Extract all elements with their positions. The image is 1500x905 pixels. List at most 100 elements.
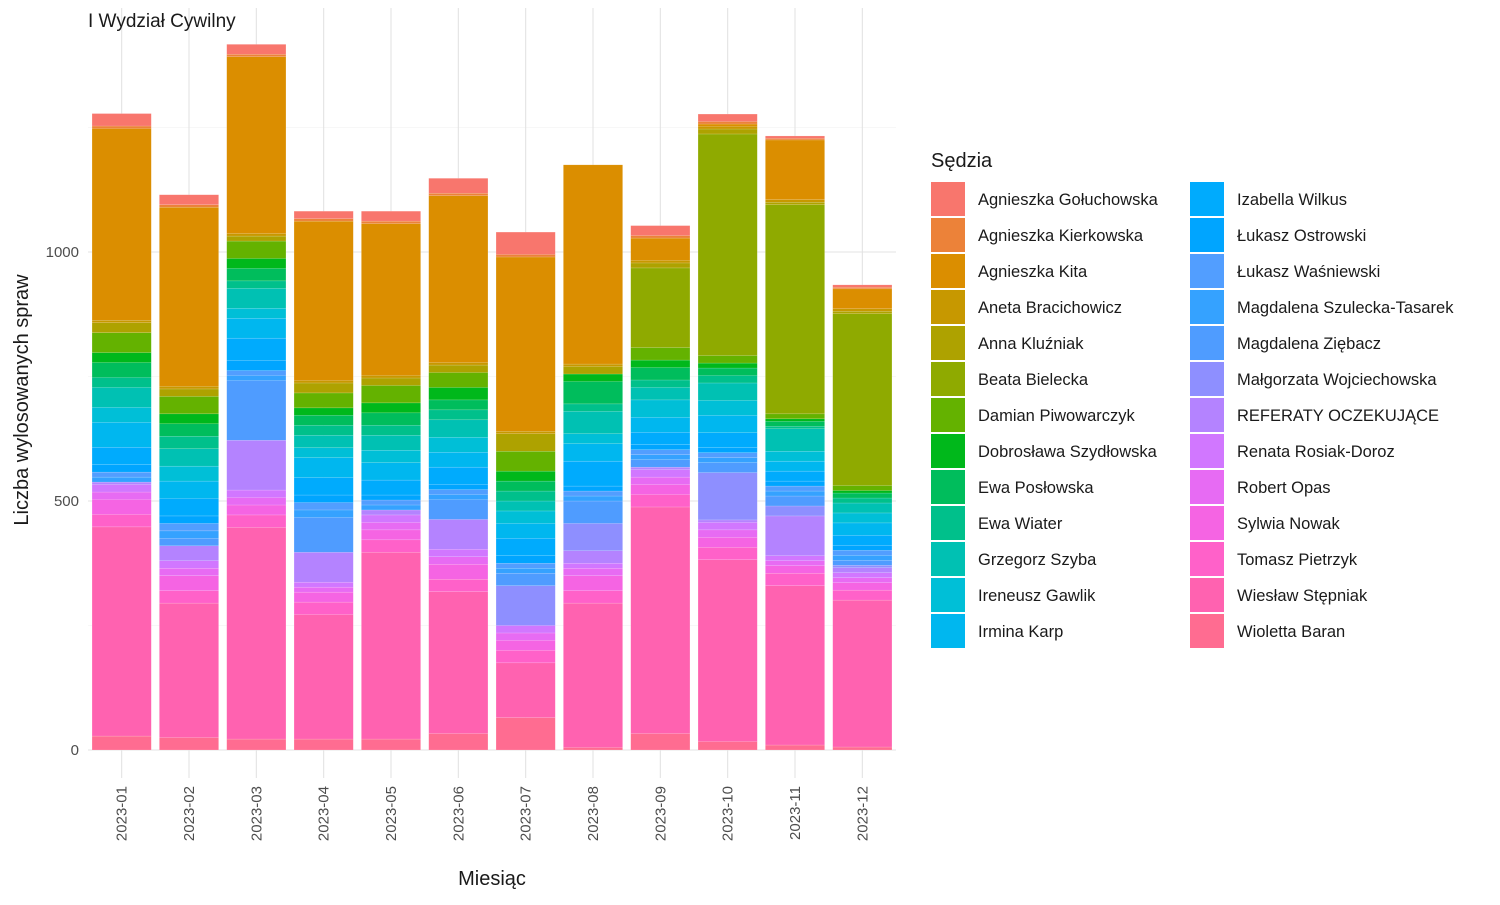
legend-swatch <box>931 326 965 360</box>
bar-segment <box>495 568 556 574</box>
bar-segment <box>832 582 893 591</box>
bar-segment <box>765 139 825 200</box>
bar-segment <box>697 375 758 384</box>
x-tick-label: 2023-10 <box>720 786 737 841</box>
legend-item: Ewa Posłowska <box>931 470 1094 504</box>
bar-segment <box>226 489 287 498</box>
legend-item: Łukasz Ostrowski <box>1190 218 1366 252</box>
bar-segment <box>226 233 287 237</box>
bar-segment <box>293 382 354 394</box>
bar-segment <box>428 733 489 751</box>
x-tick-label: 2023-11 <box>787 786 804 840</box>
bar-segment <box>832 577 893 583</box>
legend-item: Irmina Karp <box>931 614 1063 648</box>
bar-stack-2023-12 <box>832 284 893 751</box>
bar-segment <box>159 545 219 561</box>
legend-label: REFERATY OCZEKUJĄCE <box>1237 407 1439 425</box>
bar-segment <box>226 337 287 361</box>
bar-segment <box>428 409 489 421</box>
bar-segment <box>293 591 354 603</box>
legend-label: Tomasz Pietrzyk <box>1237 551 1358 569</box>
x-axis-title: Miesiąc <box>458 868 526 890</box>
bar-segment <box>226 288 287 309</box>
bar-segment <box>226 235 287 242</box>
bar-segment <box>832 485 893 491</box>
bar-segment <box>91 407 152 423</box>
bar-segment <box>765 451 825 462</box>
bar-segment <box>630 476 691 485</box>
bar-segment <box>495 650 556 664</box>
bar-stack-2023-09 <box>630 225 691 751</box>
bar-segment <box>91 320 152 323</box>
bar-segment <box>495 538 556 556</box>
bar-segment <box>697 559 758 742</box>
bar-segment <box>697 447 758 453</box>
legend: Sędzia Agnieszka Gołuchowska Agnieszka Ki… <box>931 150 1454 648</box>
bar-segment <box>495 632 556 641</box>
bar-segment <box>630 387 691 401</box>
bar-segment <box>832 589 893 601</box>
bar-stack-2023-02 <box>159 194 219 751</box>
bar-segment <box>630 347 691 361</box>
bar-segment <box>226 497 287 506</box>
bar-segment <box>428 484 489 490</box>
bar-segment <box>832 550 893 556</box>
bar-segment <box>293 586 354 593</box>
bar-segment <box>159 602 219 738</box>
bar-segment <box>630 359 691 368</box>
legend-item: Magdalena Ziębacz <box>1190 326 1381 360</box>
legend-label: Beata Bielecka <box>978 371 1089 389</box>
axes: 0 500 1000 2023-01 2023-02 2023-03 2023-04 2023… <box>46 244 872 841</box>
legend-label: Agnieszka Kita <box>978 263 1088 281</box>
legend-item: Izabella Wilkus <box>1190 182 1347 216</box>
bar-segment <box>226 360 287 371</box>
bar-segment <box>495 510 556 524</box>
legend-item: Ewa Wiater <box>931 506 1063 540</box>
bar-segment <box>697 355 758 364</box>
bar-segment <box>159 538 219 547</box>
bar-segment <box>832 599 893 748</box>
bar-segment <box>697 121 758 125</box>
bar-segment <box>159 560 219 569</box>
bar-segment <box>765 505 825 517</box>
bar-segment <box>630 469 691 478</box>
bar-segment <box>832 567 893 573</box>
bar-segment <box>293 738 354 751</box>
bar-segment <box>293 425 354 436</box>
bar-segment <box>361 552 421 740</box>
bar-segment <box>765 135 825 139</box>
y-tick-label: 1000 <box>46 244 79 261</box>
bar-stack-2023-05 <box>361 210 421 751</box>
bar-segment <box>91 332 152 353</box>
bar-segment <box>428 193 489 196</box>
bar-segment <box>832 311 893 314</box>
bar-segment <box>630 225 691 236</box>
legend-item: Robert Opas <box>1190 470 1331 504</box>
legend-item: Aneta Bracichowicz <box>931 290 1122 324</box>
bar-segment <box>361 412 421 426</box>
bar-segment <box>428 564 489 580</box>
bar-segment <box>159 194 219 205</box>
bar-segment <box>91 735 152 751</box>
legend-item: Agnieszka Kierkowska <box>931 218 1144 252</box>
bar-segment <box>832 565 893 568</box>
bar-segment <box>226 738 287 751</box>
bar-segment <box>293 447 354 458</box>
legend-swatch <box>931 182 965 216</box>
bar-segment <box>361 377 421 386</box>
legend-swatch <box>1190 542 1224 576</box>
bar-segment <box>293 220 354 381</box>
bar-segment <box>630 399 691 418</box>
legend-label: Agnieszka Kierkowska <box>978 227 1144 245</box>
bar-segment <box>361 375 421 379</box>
bar-segment <box>91 362 152 378</box>
legend-swatch <box>1190 614 1224 648</box>
bar-segment <box>91 128 152 321</box>
legend-label: Robert Opas <box>1237 479 1331 497</box>
bar-segment <box>159 515 219 524</box>
legend-swatch <box>1190 290 1224 324</box>
bar-segment <box>697 457 758 463</box>
legend-item: Agnieszka Kita <box>931 254 1088 288</box>
bar-segment <box>563 460 623 487</box>
bar-segment <box>293 392 354 409</box>
